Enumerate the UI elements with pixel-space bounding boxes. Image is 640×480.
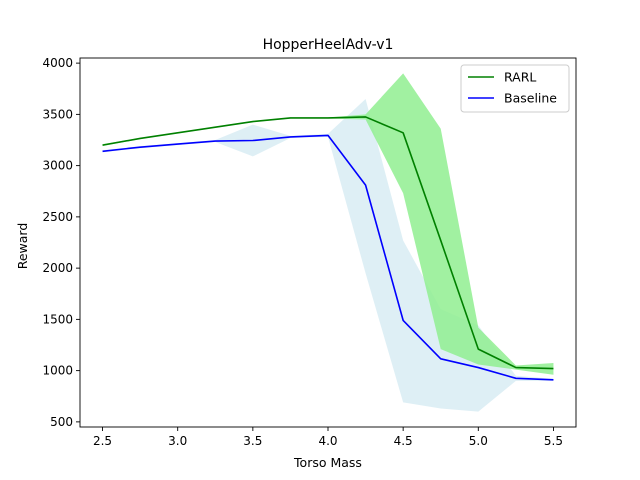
x-tick-label: 5.0: [469, 434, 488, 448]
y-tick-label: 1000: [42, 364, 73, 378]
x-tick-label: 3.0: [168, 434, 187, 448]
x-axis-label: Torso Mass: [293, 455, 362, 470]
confidence-bands: [102, 73, 554, 412]
y-tick-label: 3500: [42, 107, 73, 121]
x-tick-label: 3.5: [243, 434, 262, 448]
series-line-rarl: [102, 116, 554, 370]
axes: 2.5 3.0 3.5 4.0 4.5 5.0 5.5 500 1000 1500 2000 2500…: [42, 56, 577, 448]
chart-title: HopperHeelAdv-v1: [263, 37, 394, 53]
band-rarl: [102, 73, 554, 375]
y-axis-label: Reward: [15, 223, 30, 270]
y-tick-label: 1500: [42, 312, 73, 326]
legend: RARL Baseline: [460, 64, 570, 113]
series-lines: [102, 116, 554, 381]
legend-label-rarl: RARL: [504, 70, 536, 85]
y-tick-label: 2500: [42, 210, 73, 224]
legend-label-baseline: Baseline: [504, 91, 557, 106]
x-tick-label: 4.0: [318, 434, 337, 448]
x-tick-label: 4.5: [394, 434, 413, 448]
x-tick-label: 5.5: [544, 434, 563, 448]
series-line-baseline: [102, 134, 554, 381]
x-tick-label: 2.5: [93, 434, 112, 448]
y-tick-label: 3000: [42, 159, 73, 173]
y-tick-label: 500: [50, 415, 73, 429]
y-tick-label: 2000: [42, 261, 73, 275]
y-tick-label: 4000: [42, 56, 73, 70]
